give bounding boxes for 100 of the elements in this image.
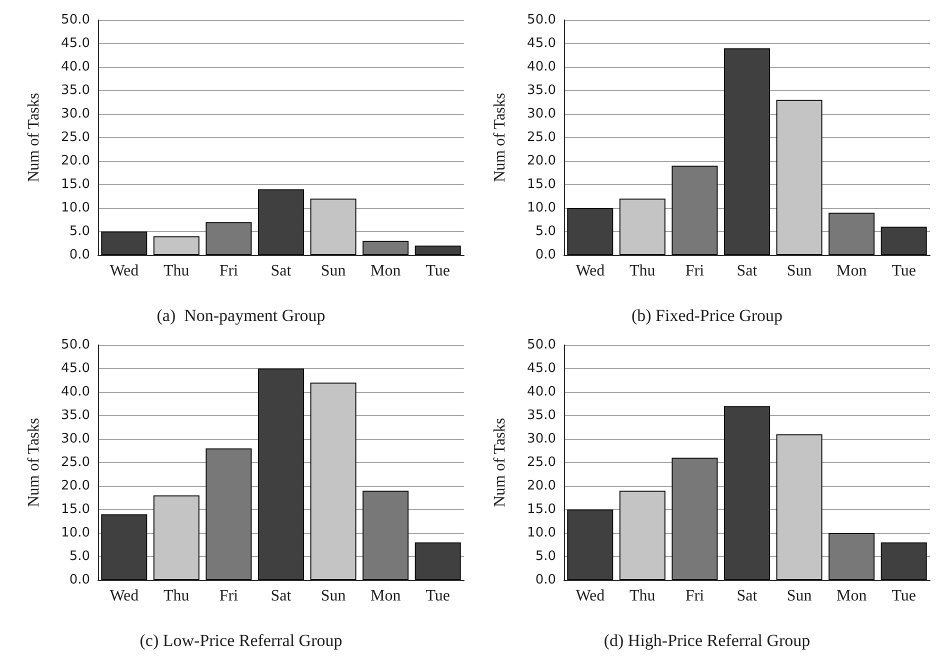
bar	[672, 458, 718, 580]
x-tick-label: Mon	[836, 262, 867, 280]
x-tick-label: Wed	[576, 262, 605, 280]
bar	[310, 198, 356, 255]
bar	[828, 212, 875, 255]
x-tick-label: Tue	[892, 588, 916, 604]
y-axis-title: Num of Tasks	[26, 418, 42, 508]
x-tick-label: Fri	[219, 262, 239, 280]
x-tick-label: Thu	[164, 262, 190, 280]
bar	[310, 382, 356, 580]
y-tick-label: 5.0	[69, 224, 90, 239]
bar	[880, 226, 927, 255]
y-tick-label: 10.0	[61, 526, 90, 540]
x-tick-label: Sun	[786, 588, 812, 604]
x-tick-label: Mon	[836, 588, 867, 604]
text: (a) Non-payment Group	[156, 306, 326, 325]
x-tick-label: Wed	[576, 588, 605, 604]
text: (b) Fixed-Price Group	[631, 306, 783, 325]
y-tick-label: 0.0	[69, 248, 90, 262]
x-tick-label: Sun	[320, 262, 346, 280]
bar	[101, 514, 148, 580]
y-tick-label: 40.0	[527, 60, 556, 74]
y-tick-label: 45.0	[527, 36, 556, 51]
bar	[362, 240, 409, 255]
y-tick-label: 0.0	[69, 572, 90, 588]
y-tick-label: 45.0	[61, 36, 90, 51]
y-tick-label: 20.0	[527, 154, 556, 168]
y-tick-label: 5.0	[69, 549, 90, 564]
y-tick-label: 50.0	[527, 12, 556, 28]
bar	[153, 495, 200, 580]
text: (d) High-Price Referral Group	[604, 631, 810, 650]
x-tick-label: Mon	[370, 262, 401, 280]
y-tick-label: 40.0	[61, 60, 90, 74]
x-tick-label: Fri	[219, 588, 239, 604]
x-tick-label: Tue	[426, 262, 450, 280]
y-tick-label: 15.0	[527, 177, 556, 192]
y-tick-label: 15.0	[61, 177, 90, 192]
y-axis-title: Num of Tasks	[26, 92, 42, 182]
y-tick-label: 25.0	[527, 455, 556, 470]
x-tick-label: Sat	[736, 262, 758, 280]
y-tick-label: 45.0	[61, 361, 90, 376]
bar	[258, 368, 304, 580]
y-tick-label: 10.0	[61, 200, 90, 216]
x-tick-label: Fri	[685, 588, 705, 604]
bar	[101, 232, 148, 255]
x-tick-label: Sat	[270, 262, 292, 280]
bar	[724, 48, 770, 255]
y-tick-label: 35.0	[527, 408, 556, 423]
y-tick-label: 35.0	[527, 83, 556, 98]
y-tick-label: 15.0	[61, 502, 90, 517]
y-tick-label: 20.0	[527, 478, 556, 494]
x-tick-label: Tue	[892, 262, 916, 280]
y-tick-label: 25.0	[61, 455, 90, 470]
y-tick-label: 30.0	[61, 432, 90, 446]
y-tick-label: 5.0	[535, 224, 556, 239]
y-tick-label: 30.0	[527, 106, 556, 122]
bar	[258, 189, 304, 255]
y-axis-title: Num of Tasks	[492, 92, 508, 182]
x-tick-label: Thu	[630, 588, 656, 604]
x-tick-label: Sun	[786, 262, 812, 280]
x-tick-label: Wed	[110, 588, 139, 604]
x-tick-label: Sat	[736, 588, 758, 604]
bar	[414, 246, 461, 255]
y-tick-label: 35.0	[61, 408, 90, 423]
y-tick-label: 50.0	[61, 338, 90, 352]
y-tick-label: 5.0	[535, 549, 556, 564]
x-tick-label: Tue	[426, 588, 450, 604]
x-tick-label: Sun	[320, 588, 346, 604]
x-tick-label: Wed	[110, 262, 139, 280]
bar	[362, 490, 409, 580]
bar	[880, 542, 927, 580]
y-tick-label: 35.0	[61, 83, 90, 98]
bar	[567, 208, 614, 255]
y-tick-label: 45.0	[527, 361, 556, 376]
bar	[619, 490, 666, 580]
y-tick-label: 50.0	[61, 12, 90, 28]
y-tick-label: 50.0	[527, 338, 556, 352]
bar	[672, 166, 718, 255]
y-tick-label: 30.0	[61, 106, 90, 122]
y-tick-label: 40.0	[61, 384, 90, 400]
y-tick-label: 40.0	[527, 384, 556, 400]
y-tick-label: 30.0	[527, 432, 556, 446]
bar	[776, 434, 822, 580]
bar	[206, 448, 252, 580]
y-tick-label: 10.0	[527, 200, 556, 216]
y-tick-label: 20.0	[61, 478, 90, 494]
x-tick-label: Fri	[685, 262, 705, 280]
x-tick-label: Mon	[370, 588, 401, 604]
bar	[619, 198, 666, 255]
x-tick-label: Sat	[270, 588, 292, 604]
y-tick-label: 15.0	[527, 502, 556, 517]
bar	[567, 510, 614, 580]
y-axis-title: Num of Tasks	[492, 418, 508, 508]
x-tick-label: Thu	[630, 262, 656, 280]
y-tick-label: 10.0	[527, 526, 556, 540]
bar	[828, 533, 875, 580]
text: (c) Low-Price Referral Group	[140, 631, 342, 650]
x-tick-label: Thu	[164, 588, 190, 604]
bar	[153, 236, 200, 255]
bar	[414, 542, 461, 580]
